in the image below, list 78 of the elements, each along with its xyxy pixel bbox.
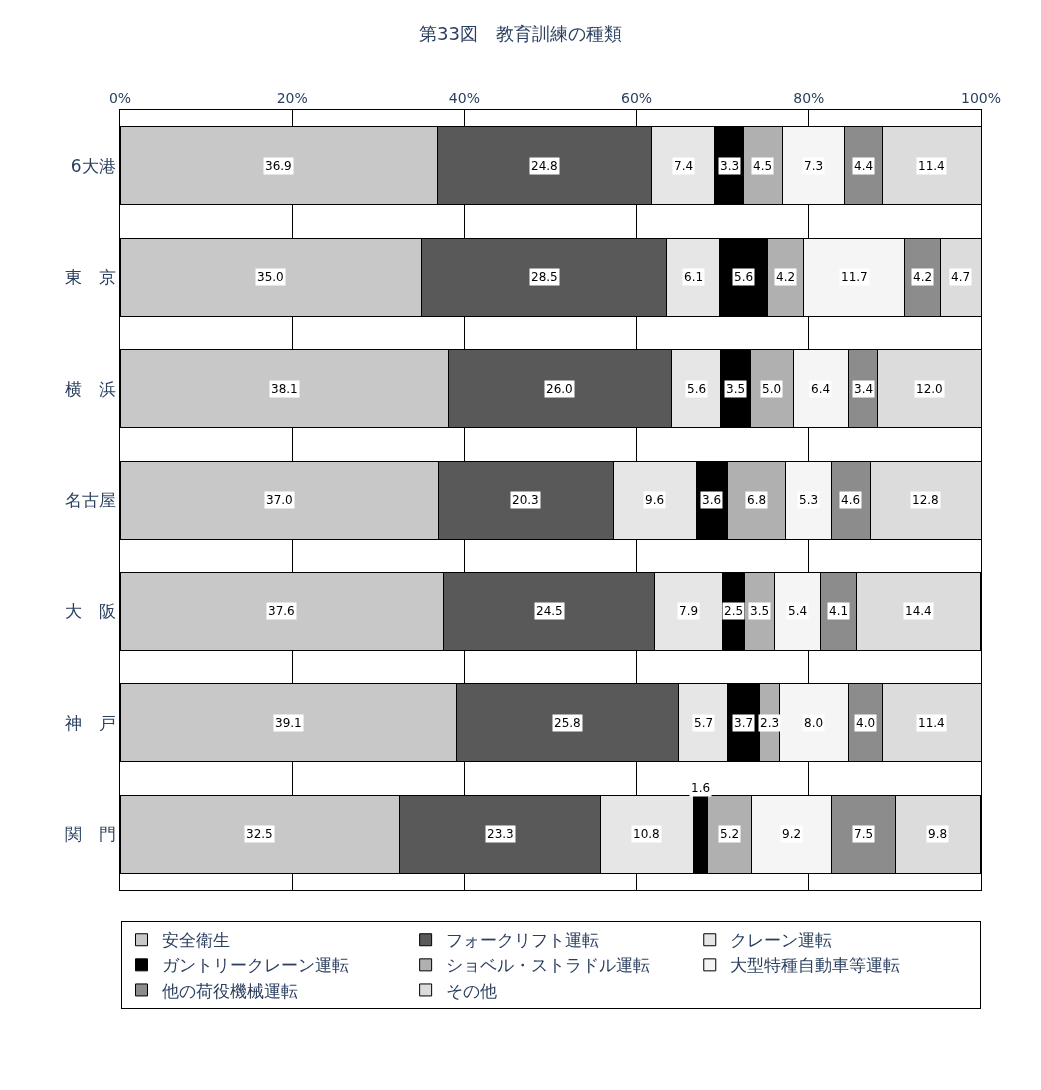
legend-label: クレーン運転 xyxy=(729,930,832,951)
data-label: 37.0 xyxy=(266,493,293,507)
data-label: 4.4 xyxy=(854,159,874,173)
y-tick-label: 大 阪 xyxy=(64,601,116,622)
data-label: 4.1 xyxy=(829,604,849,618)
data-label: 26.0 xyxy=(546,382,573,396)
data-label: 4.6 xyxy=(841,493,861,507)
chart-title: 第33図 教育訓練の種類 xyxy=(419,22,622,44)
data-label: 9.6 xyxy=(645,493,665,507)
data-label: 25.8 xyxy=(554,716,581,730)
y-tick-label: 関 門 xyxy=(64,824,116,845)
data-label: 8.0 xyxy=(804,716,824,730)
legend-label: その他 xyxy=(445,980,497,1001)
x-tick-label: 100% xyxy=(960,90,1002,107)
data-label: 5.2 xyxy=(720,827,740,841)
data-label: 20.3 xyxy=(512,493,539,507)
data-label: 37.6 xyxy=(268,604,295,618)
data-label: 14.4 xyxy=(905,604,932,618)
data-label: 32.5 xyxy=(246,827,273,841)
x-tick-label: 60% xyxy=(621,90,653,107)
y-tick-label: 横 浜 xyxy=(64,378,116,399)
x-tick-label: 20% xyxy=(276,90,308,107)
legend-label: フォークリフト運転 xyxy=(445,930,599,951)
x-tick-label: 40% xyxy=(448,90,480,107)
data-label: 6.4 xyxy=(811,382,831,396)
data-label: 7.3 xyxy=(804,159,824,173)
data-label: 23.3 xyxy=(487,827,514,841)
data-label: 28.5 xyxy=(531,270,558,284)
data-label: 11.4 xyxy=(918,159,945,173)
data-label: 38.1 xyxy=(271,382,298,396)
data-label: 4.5 xyxy=(753,159,773,173)
data-label: 12.0 xyxy=(916,382,943,396)
data-label: 5.6 xyxy=(734,270,754,284)
y-tick-label: 6大港 xyxy=(70,155,116,176)
legend-label: 他の荷役機械運転 xyxy=(161,980,298,1001)
data-label: 4.2 xyxy=(776,270,796,284)
data-label: 9.8 xyxy=(928,827,948,841)
data-label: 5.4 xyxy=(788,604,808,618)
data-label: 24.8 xyxy=(531,159,558,173)
data-label: 3.5 xyxy=(750,604,770,618)
data-label: 3.7 xyxy=(734,716,754,730)
data-label: 11.4 xyxy=(918,716,945,730)
x-tick-label: 80% xyxy=(793,90,825,107)
x-tick-label: 0% xyxy=(108,90,132,107)
data-label: 35.0 xyxy=(257,270,284,284)
data-label: 10.8 xyxy=(633,827,660,841)
data-label: 24.5 xyxy=(536,604,563,618)
data-label: 2.5 xyxy=(724,604,744,618)
data-label: 5.0 xyxy=(762,382,782,396)
data-label: 7.9 xyxy=(679,604,699,618)
data-label: 5.6 xyxy=(687,382,707,396)
data-label: 6.1 xyxy=(684,270,704,284)
data-label: 7.4 xyxy=(674,159,694,173)
data-label: 7.5 xyxy=(854,827,874,841)
data-label: 5.3 xyxy=(799,493,819,507)
data-label: 4.2 xyxy=(913,270,933,284)
legend-label: ガントリークレーン運転 xyxy=(161,955,349,976)
y-tick-label: 名古屋 xyxy=(64,489,116,510)
data-label: 2.3 xyxy=(760,716,780,730)
legend-label: ショベル・ストラドル運転 xyxy=(445,955,650,976)
data-label: 4.7 xyxy=(951,270,971,284)
data-label: 3.5 xyxy=(726,382,746,396)
data-label: 3.6 xyxy=(702,493,722,507)
legend-label: 安全衛生 xyxy=(161,930,230,951)
y-tick-label: 神 戸 xyxy=(64,712,116,733)
data-label: 9.2 xyxy=(782,827,802,841)
data-label: 6.8 xyxy=(747,493,767,507)
legend-label: 大型特種自動車等運転 xyxy=(729,955,900,976)
data-label: 11.7 xyxy=(841,270,868,284)
data-label: 12.8 xyxy=(912,493,939,507)
data-label: 36.9 xyxy=(265,159,292,173)
data-label: 3.4 xyxy=(854,382,874,396)
y-tick-label: 東 京 xyxy=(64,267,116,288)
data-label: 5.7 xyxy=(694,716,714,730)
data-label: 1.6 xyxy=(691,781,711,795)
data-label: 4.0 xyxy=(856,716,876,730)
data-label: 39.1 xyxy=(275,716,302,730)
data-label: 3.3 xyxy=(720,159,740,173)
